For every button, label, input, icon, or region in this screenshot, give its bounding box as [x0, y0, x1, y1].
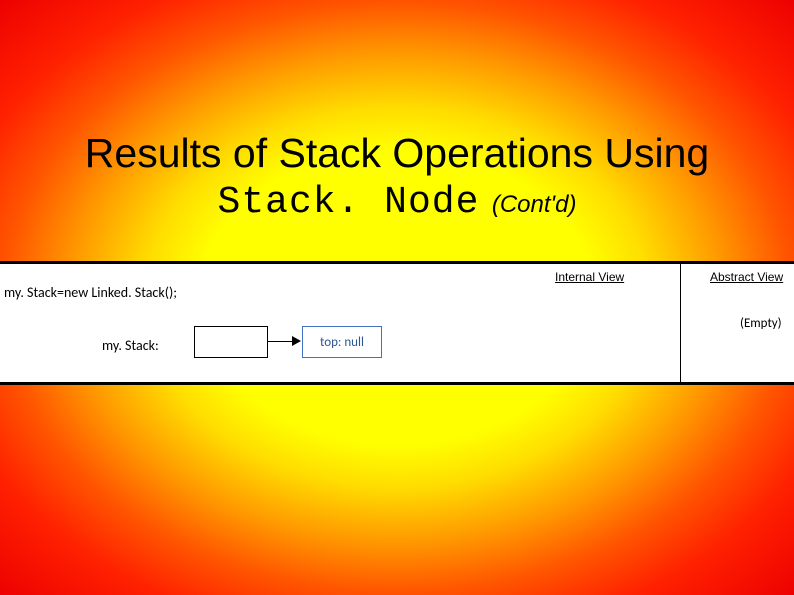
empty-label: (Empty)	[740, 316, 782, 331]
internal-view-label: Internal View	[555, 270, 624, 284]
title-code: Stack. Node	[218, 181, 480, 224]
code-statement: my. Stack=new Linked. Stack();	[4, 284, 177, 301]
title-line2: Stack. Node (Cont'd)	[0, 181, 794, 224]
vertical-divider	[680, 264, 681, 382]
title-line1: Results of Stack Operations Using	[0, 130, 794, 177]
title-contd: (Cont'd)	[492, 191, 577, 218]
pointer-arrow	[268, 336, 302, 348]
abstract-view-label: Abstract View	[710, 270, 783, 284]
my-stack-label: my. Stack:	[102, 337, 159, 354]
arrow-line	[268, 341, 295, 342]
slide-title: Results of Stack Operations Using Stack.…	[0, 130, 794, 224]
arrow-head-icon	[292, 336, 301, 346]
top-null-box: top: null	[302, 326, 382, 358]
stack-reference-box	[194, 326, 268, 358]
diagram-container: Internal View Abstract View my. Stack=ne…	[0, 261, 794, 385]
slide: Results of Stack Operations Using Stack.…	[0, 0, 794, 595]
